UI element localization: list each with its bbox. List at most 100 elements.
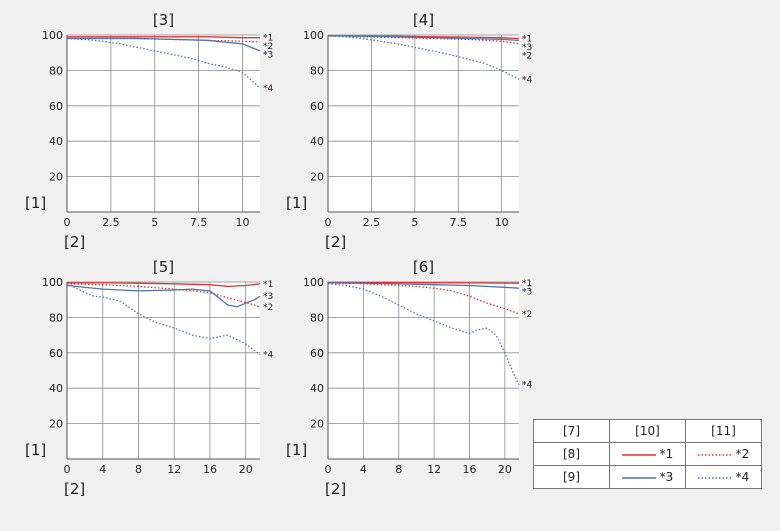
y-tick-label: 80 bbox=[49, 64, 63, 77]
x-tick-label: 10 bbox=[495, 216, 509, 229]
series-end-label: *4 bbox=[263, 351, 274, 361]
plot-area bbox=[67, 282, 260, 459]
x-tick-label: 4 bbox=[99, 463, 106, 476]
series-end-label: *4 bbox=[522, 75, 533, 85]
x-tick-label: 5 bbox=[151, 216, 158, 229]
legend-header-row: [7] [10] [11] bbox=[533, 419, 762, 443]
series-end-label: *4 bbox=[522, 381, 533, 391]
x-tick-label: 12 bbox=[427, 463, 441, 476]
x-tick-label: 4 bbox=[360, 463, 367, 476]
y-tick-label: 60 bbox=[49, 347, 63, 360]
legend-entry-label: *2 bbox=[735, 447, 750, 461]
y-tick-label: 80 bbox=[310, 64, 324, 77]
y-axis-label: [1] bbox=[286, 441, 307, 459]
series-line bbox=[66, 37, 261, 89]
chart-panel: 20 40 60 80 100 0 4 8 12 16 20 [6] [1] [2] *1*3 *2 *4 bbox=[286, 258, 533, 498]
legend-swatch-solid-blue bbox=[621, 476, 656, 479]
y-tick-label: 60 bbox=[310, 100, 324, 113]
legend-swatch-dotted-blue bbox=[697, 476, 732, 479]
legend-row-label: [8] bbox=[533, 442, 610, 466]
y-tick-label: 20 bbox=[310, 171, 324, 184]
series-end-label: *1 bbox=[522, 279, 532, 289]
x-axis-label: [2] bbox=[64, 233, 85, 251]
y-tick-label: 40 bbox=[49, 135, 63, 148]
legend-entry: *4 bbox=[685, 465, 762, 489]
plot-area bbox=[328, 35, 519, 212]
legend-entry-label: *1 bbox=[659, 447, 674, 461]
series-end-label: *1 bbox=[263, 34, 273, 44]
y-tick-label: 60 bbox=[49, 100, 63, 113]
series-line bbox=[67, 282, 261, 288]
legend-row: [9] *3 *4 bbox=[533, 465, 762, 489]
series-line bbox=[327, 35, 520, 41]
series-line bbox=[67, 37, 261, 52]
legend-entry: *3 bbox=[609, 465, 686, 489]
series-end-label: *4 bbox=[263, 84, 274, 94]
series-end-label: *3 bbox=[522, 288, 532, 298]
y-tick-label: 80 bbox=[310, 311, 324, 324]
chart-panel: 20 40 60 80 100 0 4 8 12 16 20 [5] [1] [2] *1 *3*2 *4 bbox=[25, 258, 274, 498]
x-tick-label: 20 bbox=[498, 463, 512, 476]
y-tick-label: 100 bbox=[42, 29, 63, 42]
y-tick-label: 20 bbox=[49, 418, 63, 431]
x-tick-label: 0 bbox=[325, 463, 332, 476]
chart-title: [3] bbox=[153, 11, 174, 29]
y-axis-label: [1] bbox=[25, 441, 46, 459]
legend-swatch-solid-red bbox=[621, 453, 656, 456]
x-tick-label: 0 bbox=[325, 216, 332, 229]
legend-table: [7] [10] [11] [8] *1 *2 [9] *3 *4 bbox=[533, 419, 762, 489]
series-end-label: *3 bbox=[522, 43, 532, 53]
series-end-label: *3 bbox=[263, 292, 273, 302]
y-tick-label: 40 bbox=[310, 135, 324, 148]
legend-entry-label: *4 bbox=[735, 470, 750, 484]
series-line bbox=[327, 282, 520, 289]
y-tick-label: 20 bbox=[49, 171, 63, 184]
series-line bbox=[66, 283, 261, 356]
legend-header-cell: [10] bbox=[609, 419, 686, 443]
x-axis-label: [2] bbox=[325, 233, 346, 251]
x-tick-label: 8 bbox=[135, 463, 142, 476]
legend-entry-label: *3 bbox=[659, 470, 674, 484]
series-line bbox=[327, 283, 520, 385]
x-tick-label: 0 bbox=[64, 463, 71, 476]
plot-area bbox=[67, 35, 260, 212]
series-line bbox=[327, 35, 520, 80]
series-end-label: *1 bbox=[263, 280, 273, 290]
series-line bbox=[66, 284, 261, 308]
chart-title: [5] bbox=[153, 258, 174, 276]
x-tick-label: 7.5 bbox=[190, 216, 208, 229]
legend-row-label: [9] bbox=[533, 465, 610, 489]
x-tick-label: 7.5 bbox=[449, 216, 467, 229]
legend-entry: *1 bbox=[609, 442, 686, 466]
chart-panel: 20 40 60 80 100 0 2.5 5 7.5 10 [4] [1] [2] *1*3*2 *4 bbox=[286, 11, 533, 251]
y-tick-label: 40 bbox=[49, 382, 63, 395]
legend-swatch-dotted-red bbox=[697, 453, 732, 456]
legend-header-cell: [11] bbox=[685, 419, 762, 443]
chart-title: [6] bbox=[413, 258, 434, 276]
chart-panel: 20 40 60 80 100 0 2.5 5 7.5 10 [3] [1] [2] *1*2*3 *4 bbox=[25, 11, 274, 251]
x-tick-label: 5 bbox=[411, 216, 418, 229]
x-tick-label: 2.5 bbox=[363, 216, 381, 229]
y-tick-label: 20 bbox=[310, 418, 324, 431]
x-tick-label: 12 bbox=[167, 463, 181, 476]
legend-entry: *2 bbox=[685, 442, 762, 466]
y-tick-label: 100 bbox=[303, 29, 324, 42]
series-end-label: *3 bbox=[263, 51, 273, 61]
x-tick-label: 2.5 bbox=[102, 216, 120, 229]
series-line bbox=[327, 282, 520, 315]
x-tick-label: 16 bbox=[203, 463, 217, 476]
y-tick-label: 80 bbox=[49, 311, 63, 324]
y-tick-label: 100 bbox=[42, 276, 63, 289]
x-tick-label: 10 bbox=[235, 216, 249, 229]
y-tick-label: 60 bbox=[310, 347, 324, 360]
y-axis-label: [1] bbox=[286, 194, 307, 212]
series-end-label: *2 bbox=[522, 52, 532, 62]
x-tick-label: 16 bbox=[462, 463, 476, 476]
x-tick-label: 8 bbox=[395, 463, 402, 476]
series-end-label: *1 bbox=[522, 35, 532, 45]
series-end-label: *2 bbox=[522, 310, 532, 320]
x-tick-label: 0 bbox=[64, 216, 71, 229]
y-tick-label: 100 bbox=[303, 276, 324, 289]
